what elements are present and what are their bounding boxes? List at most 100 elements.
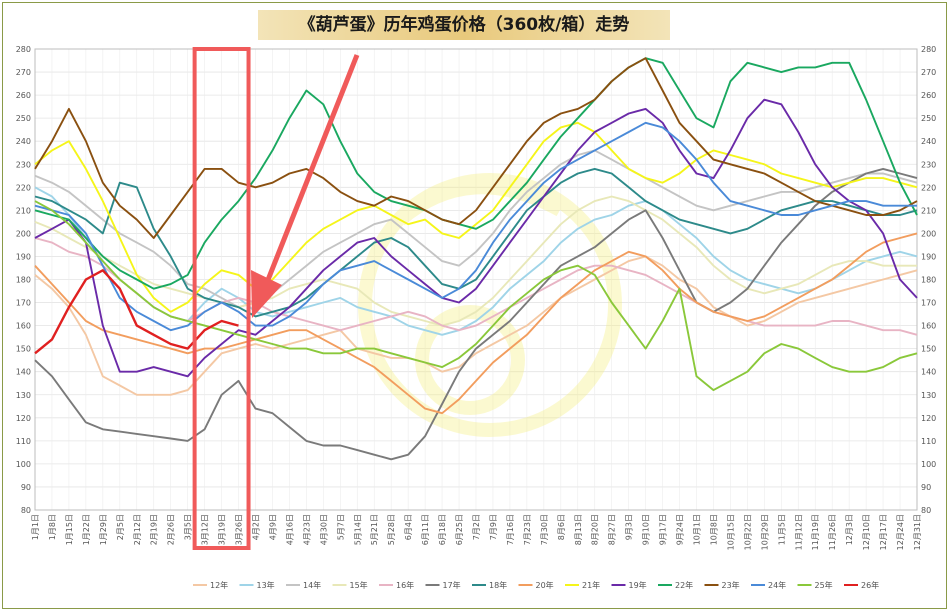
series-line <box>34 98 918 378</box>
y-tick-label: 220 <box>16 183 31 192</box>
y-tick-label: 100 <box>921 460 936 469</box>
y-tick-label: 150 <box>921 345 936 354</box>
x-tick-label: 9月10日 <box>642 514 651 545</box>
x-tick-label: 11月26日 <box>828 514 837 550</box>
series-markers <box>34 58 918 460</box>
y-tick-label: 90 <box>921 483 931 492</box>
x-tick-label: 6月11日 <box>421 514 430 545</box>
series-line <box>34 121 918 313</box>
y-tick-label: 140 <box>921 368 936 377</box>
y-tick-label: 120 <box>16 414 31 423</box>
legend-label: 21年 <box>582 580 600 590</box>
x-tick-label: 3月19日 <box>218 514 227 545</box>
series-line <box>34 121 917 332</box>
y-tick-label: 230 <box>16 160 31 169</box>
legend: 12年 13年 14年 15年 16年 17年 18年 20年 21年 19年 22年 23年 24年 2… <box>193 580 879 590</box>
y-tick-label: 240 <box>921 137 936 146</box>
y-tick-label: 110 <box>921 437 936 446</box>
x-tick-label: 5月14日 <box>353 514 362 545</box>
y-tick-label: 130 <box>921 391 936 400</box>
y-tick-label: 200 <box>921 229 936 238</box>
series-line <box>34 195 917 327</box>
y-tick-label: 80 <box>921 506 931 515</box>
y-tick-label: 100 <box>16 460 31 469</box>
series-line <box>34 167 918 461</box>
y-tick-label: 190 <box>921 252 936 261</box>
x-tick-label: 6月25日 <box>455 514 464 545</box>
x-tick-label: 4月30日 <box>319 514 328 545</box>
y-tick-label: 230 <box>921 160 936 169</box>
legend-label: 14年 <box>303 580 321 590</box>
y-tick-label: 170 <box>16 299 31 308</box>
y-tick-label: 160 <box>921 322 936 331</box>
x-tick-label: 9月17日 <box>659 514 668 545</box>
x-tick-label: 1月22日 <box>82 514 91 545</box>
title-banner <box>258 10 670 40</box>
x-tick-label: 11月19日 <box>811 514 820 550</box>
y-tick-label: 130 <box>16 391 31 400</box>
y-tick-label: 260 <box>921 91 936 100</box>
x-tick-label: 8月6日 <box>557 514 566 540</box>
y-tick-label: 150 <box>16 345 31 354</box>
y-tick-label: 180 <box>16 276 31 285</box>
legend-label: 23年 <box>722 580 740 590</box>
y-tick-label: 160 <box>16 322 31 331</box>
y-tick-label: 240 <box>16 137 31 146</box>
x-tick-label: 7月23日 <box>523 514 532 545</box>
x-tick-label: 4月2日 <box>252 514 261 540</box>
y-tick-label: 250 <box>921 114 936 123</box>
x-tick-label: 7月30日 <box>540 514 549 545</box>
x-tick-label: 3月5日 <box>184 514 193 540</box>
y-tick-label: 220 <box>921 183 936 192</box>
x-tick-label: 8月13日 <box>574 514 583 545</box>
x-tick-label: 12月17日 <box>879 514 888 550</box>
y-tick-label: 260 <box>16 91 31 100</box>
legend-label: 13年 <box>257 580 275 590</box>
y-tick-label: 180 <box>921 276 936 285</box>
y-tick-label: 250 <box>16 114 31 123</box>
x-tick-label: 1月29日 <box>99 514 108 545</box>
series-line <box>34 269 239 355</box>
y-tick-label: 270 <box>16 68 31 77</box>
x-tick-label: 1月1日 <box>31 514 40 540</box>
x-tick-label: 10月1日 <box>693 514 702 545</box>
x-tick-label: 2月19日 <box>150 514 159 545</box>
y-tick-label: 120 <box>921 414 936 423</box>
chart-title: 《葫芦蛋》历年鸡蛋价格（360枚/箱）走势 <box>298 15 630 35</box>
y-tick-label: 210 <box>921 206 936 215</box>
y-axis-right: 80 90 100 110 120 130 140 150 160 170 180 190 200 210… <box>921 45 936 515</box>
legend-label: 17年 <box>443 580 461 590</box>
x-tick-label: 10月29日 <box>760 514 769 550</box>
legend-label: 20年 <box>536 580 554 590</box>
series-line <box>34 200 918 392</box>
y-tick-label: 200 <box>16 229 31 238</box>
legend-label: 26年 <box>861 580 879 590</box>
x-tick-label: 2月5日 <box>116 514 125 540</box>
x-tick-label: 1月8日 <box>48 514 57 540</box>
y-tick-label: 280 <box>16 45 31 54</box>
legend-label: 24年 <box>768 580 786 590</box>
x-tick-label: 12月10日 <box>862 514 871 550</box>
x-tick-label: 4月16日 <box>285 514 294 545</box>
x-tick-label: 9月3日 <box>625 514 634 540</box>
legend-label: 22年 <box>675 580 693 590</box>
x-tick-label: 5月7日 <box>336 514 345 540</box>
x-tick-label: 11月5日 <box>777 514 786 545</box>
x-tick-label: 7月16日 <box>506 514 515 545</box>
x-tick-label: 9月24日 <box>676 514 685 545</box>
y-tick-label: 90 <box>21 483 31 492</box>
series-line <box>34 57 918 290</box>
y-tick-label: 190 <box>16 252 31 261</box>
x-tick-label: 2月26日 <box>167 514 176 545</box>
legend-label: 25年 <box>815 580 833 590</box>
annotation-arrow-shaft <box>259 54 360 296</box>
series-line <box>34 255 918 396</box>
y-tick-label: 210 <box>16 206 31 215</box>
series-line <box>34 57 918 239</box>
grid <box>34 48 918 511</box>
x-tick-label: 6月18日 <box>438 514 447 545</box>
x-tick-label: 8月20日 <box>591 514 600 545</box>
y-tick-label: 80 <box>21 506 31 515</box>
x-tick-label: 7月2日 <box>472 514 481 540</box>
